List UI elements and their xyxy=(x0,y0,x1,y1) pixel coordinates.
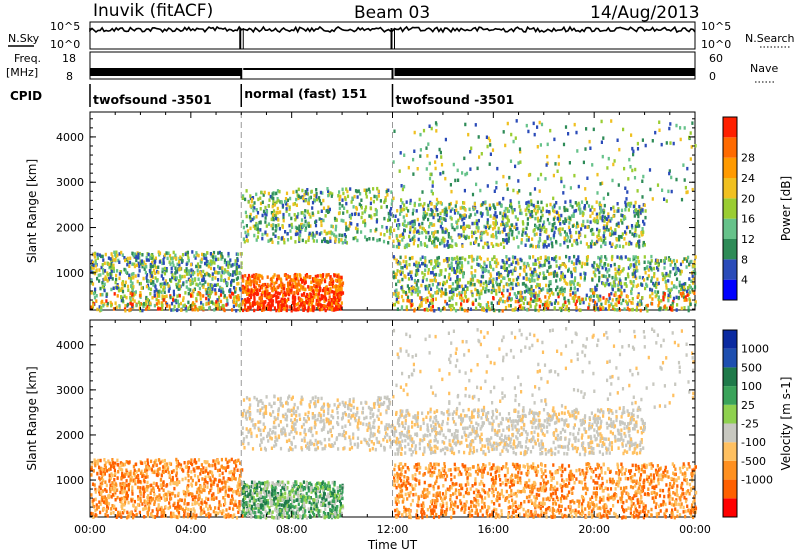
x-tick-label: 04:00 xyxy=(175,523,207,536)
colorbar-tick-label: 24 xyxy=(741,172,755,185)
colorbar-swatch xyxy=(723,348,737,368)
colorbar-tick-label: 8 xyxy=(741,253,748,266)
freq-left-tick-bottom: 8 xyxy=(66,70,73,83)
x-tick-label: 16:00 xyxy=(477,523,509,536)
colorbar-tick-label: 12 xyxy=(741,233,755,246)
y-tick-label: 3000 xyxy=(56,176,84,189)
cpid-label: CPID xyxy=(10,89,42,103)
cpid-segment-label: twofsound -3501 xyxy=(396,92,515,107)
cpid-row: CPID twofsound -3501 normal (fast) 151 two… xyxy=(10,84,514,107)
x-tick-label: 12:00 xyxy=(377,523,409,536)
x-tick-label: 00:00 xyxy=(679,523,711,536)
y-tick-label: 2000 xyxy=(56,429,84,442)
noise-left-label: N.Sky xyxy=(8,32,40,45)
colorbar-swatch xyxy=(723,157,737,178)
colorbar-tick-label: -25 xyxy=(741,418,759,431)
colorbar-tick-label: 4 xyxy=(741,274,748,287)
colorbar-swatch xyxy=(723,178,737,199)
scatter-cells xyxy=(90,327,698,520)
noise-left-tick-bottom: 10^0 xyxy=(50,38,80,51)
freq-left-unit: [MHz] xyxy=(6,66,38,79)
power-panel: 1000 2000 3000 4000 Slant Range [km] xyxy=(25,111,697,313)
colorbar-tick-label: 1000 xyxy=(741,343,769,356)
noise-right-tick-top: 10^5 xyxy=(701,20,731,33)
beam-title: Beam 03 xyxy=(354,3,430,23)
colorbar-swatch xyxy=(723,423,737,443)
freq-trace xyxy=(90,68,695,79)
colorbar-swatch xyxy=(723,117,737,138)
colorbar-swatch xyxy=(723,198,737,219)
y-tick-label: 4000 xyxy=(56,131,84,144)
x-axis-label: Time UT xyxy=(367,538,418,552)
cpid-segment-label: twofsound -3501 xyxy=(93,92,212,107)
noise-trace xyxy=(89,25,696,49)
x-tick-label: 08:00 xyxy=(276,523,308,536)
power-colorbar: 4 8 12 16 20 24 28 Power [dB] xyxy=(722,116,793,301)
colorbar-swatch xyxy=(723,479,737,499)
y-axis-label: Slant Range [km] xyxy=(25,159,39,263)
time-axis: 00:00 04:00 08:00 12:00 16:00 20:00 00:00 Time … xyxy=(74,523,711,552)
cpid-segment-label: normal (fast) 151 xyxy=(244,86,367,101)
colorbar-tick-label: 500 xyxy=(741,361,762,374)
colorbar-swatch xyxy=(723,404,737,424)
colorbar-tick-label: 25 xyxy=(741,399,755,412)
y-tick-label: 1000 xyxy=(56,474,84,487)
colorbar-frame xyxy=(722,329,738,518)
freq-right-tick-bottom: 0 xyxy=(709,70,716,83)
plot-frame xyxy=(89,319,696,518)
colorbar-tick-label: -500 xyxy=(741,455,766,468)
freq-left-label: Freq. xyxy=(14,52,41,65)
colorbar-swatch xyxy=(723,460,737,480)
x-tick-label: 20:00 xyxy=(578,523,610,536)
nave-label: Nave xyxy=(750,62,778,75)
colorbar-tick-label: 16 xyxy=(741,213,755,226)
colorbar-tick-label: 28 xyxy=(741,152,755,165)
freq-left-tick-top: 18 xyxy=(62,52,76,65)
colorbar-tick-label: -100 xyxy=(741,436,766,449)
noise-right-label: N.Search xyxy=(745,32,795,45)
colorbar-swatch xyxy=(723,386,737,405)
scatter-cells xyxy=(90,119,697,313)
colorbar-swatch xyxy=(723,279,737,300)
y-tick-label: 3000 xyxy=(56,384,84,397)
freq-right-tick-top: 60 xyxy=(709,52,723,65)
x-tick-label: 00:00 xyxy=(74,523,106,536)
colorbar-swatch xyxy=(723,218,737,239)
y-tick-label: 4000 xyxy=(56,339,84,352)
colorbar-tick-label: 100 xyxy=(741,380,762,393)
colorbar-swatch xyxy=(723,259,737,280)
noise-panel: N.Sky 10^5 10^0 10^5 10^0 N.Search xyxy=(8,20,795,51)
y-axis-label: Slant Range [km] xyxy=(25,366,39,470)
colorbar-label: Velocity [m s-1] xyxy=(779,377,793,471)
y-tick-label: 1000 xyxy=(56,267,84,280)
velocity-colorbar: 1000 500 100 25 -25 -100 -500 -1000 Velocity [m … xyxy=(722,329,793,518)
colorbar-swatch xyxy=(723,367,737,387)
noise-left-tick-top: 10^5 xyxy=(50,20,80,33)
colorbar-tick-label: -1000 xyxy=(741,474,773,487)
colorbar-swatch xyxy=(723,442,737,461)
y-tick-label: 2000 xyxy=(56,222,84,235)
colorbar-tick-label: 20 xyxy=(741,192,755,205)
colorbar-label: Power [dB] xyxy=(779,176,793,241)
colorbar-swatch xyxy=(723,137,737,158)
freq-panel: Freq. [MHz] 18 8 60 0 Nave xyxy=(6,51,778,83)
noise-right-tick-bottom: 10^0 xyxy=(701,38,731,51)
colorbar-swatch xyxy=(723,498,737,517)
colorbar-swatch xyxy=(723,330,737,349)
station-title: Inuvik (fitACF) xyxy=(93,1,213,21)
velocity-panel: 1000 2000 3000 4000 Slant Range [km] xyxy=(25,319,698,520)
colorbar-frame xyxy=(722,116,738,301)
colorbar-swatch xyxy=(723,239,737,260)
date-title: 14/Aug/2013 xyxy=(590,3,700,23)
